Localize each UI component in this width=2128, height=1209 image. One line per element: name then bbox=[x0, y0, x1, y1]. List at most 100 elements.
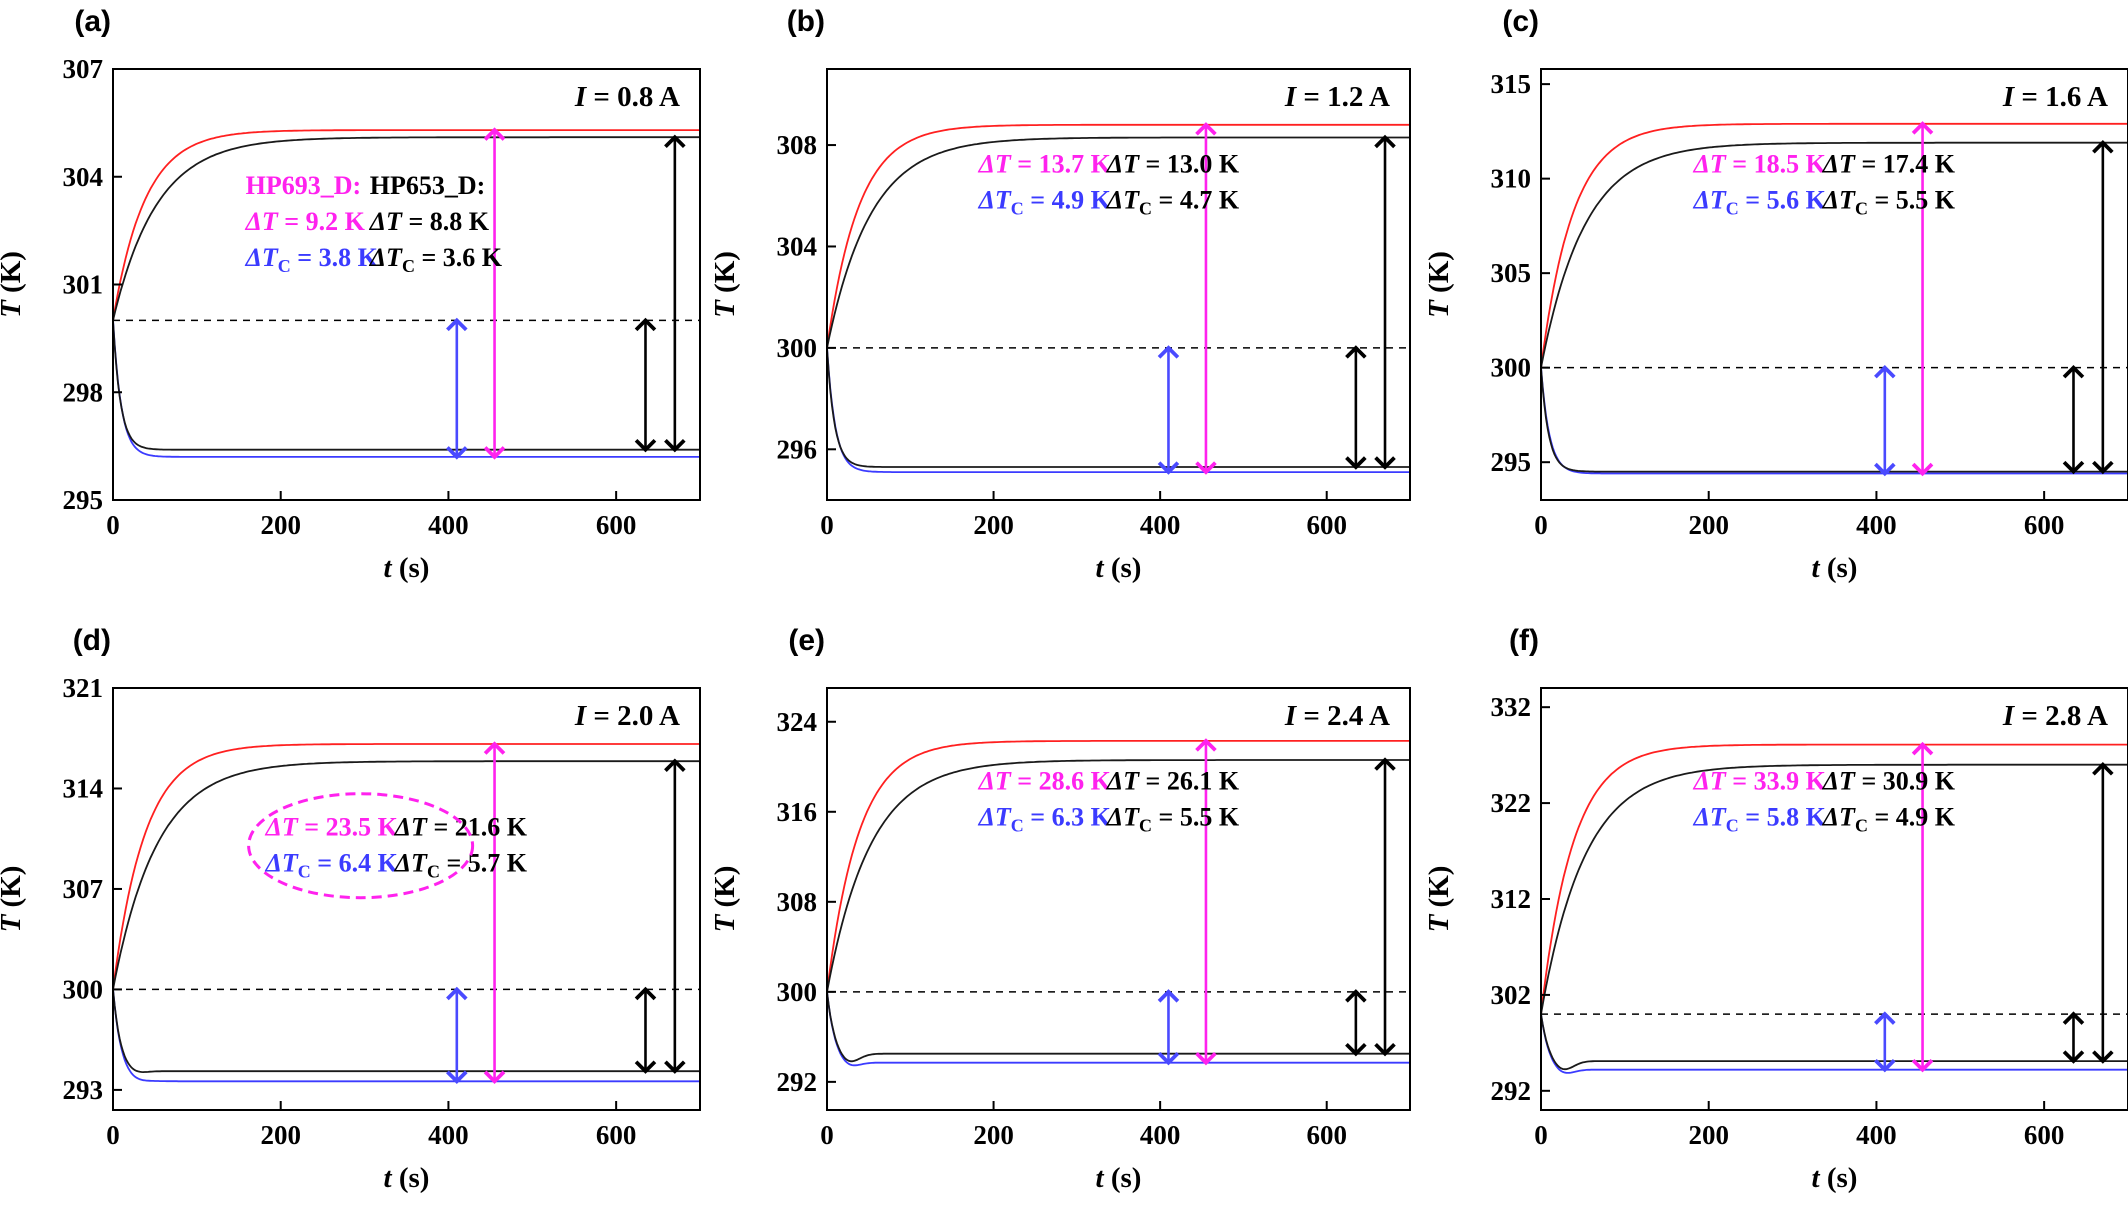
delta-t-value: = 8.8 K bbox=[402, 207, 490, 236]
axes-frame bbox=[1540, 68, 2128, 501]
delta-t-label: ΔT = 33.9 K bbox=[1693, 766, 1827, 795]
x-axis-label-unit: (s) bbox=[392, 552, 430, 584]
delta-t-value: = 28.6 K bbox=[1011, 766, 1112, 795]
current-value: = 1.2 A bbox=[1296, 81, 1390, 113]
curve-hp693-hot bbox=[113, 129, 700, 321]
y-tick-label: 322 bbox=[1491, 788, 1532, 818]
x-tick-label: 0 bbox=[106, 1120, 120, 1150]
delta-t-label: ΔT = 18.5 K bbox=[1693, 149, 1827, 178]
delta-tc-subscript: C bbox=[427, 862, 440, 882]
curve-hp693-cold bbox=[113, 320, 700, 458]
y-axis-label: T (K) bbox=[0, 866, 27, 933]
y-axis-label: T (K) bbox=[1423, 251, 1455, 318]
delta-tc-symbol: ΔT bbox=[265, 849, 299, 878]
delta-t-symbol: ΔT bbox=[369, 207, 403, 236]
delta-tc-label: ΔTC = 4.9 K bbox=[1822, 802, 1956, 835]
y-axis-label-var: T bbox=[709, 299, 741, 318]
plot-area bbox=[113, 129, 700, 458]
y-tick-label: 292 bbox=[1491, 1076, 1532, 1106]
axes-frame bbox=[112, 687, 701, 1111]
x-tick-label: 200 bbox=[1688, 510, 1729, 540]
delta-t-value: = 23.5 K bbox=[298, 813, 399, 842]
delta-tc-subscript: C bbox=[1855, 815, 1868, 835]
curve-hp653-cold bbox=[113, 989, 700, 1074]
y-axis-label-unit: (K) bbox=[1423, 251, 1455, 300]
delta-t-label: ΔT = 8.8 K bbox=[369, 207, 490, 236]
x-axis-label: t (s) bbox=[1096, 1162, 1142, 1194]
x-axis-label-var: t bbox=[1096, 552, 1105, 584]
x-tick-label: 0 bbox=[1534, 510, 1548, 540]
curve-hp693-hot bbox=[113, 743, 700, 990]
delta-tc-symbol: ΔT bbox=[978, 185, 1012, 214]
current-label: I = 2.0 A bbox=[574, 700, 680, 732]
x-tick-label: 600 bbox=[2024, 1120, 2065, 1150]
current-label: I = 0.8 A bbox=[574, 81, 680, 113]
curve-hp693-cold bbox=[827, 347, 1410, 473]
curve-hp653-hot bbox=[113, 760, 700, 990]
curve-hp693-cold bbox=[827, 991, 1410, 1067]
current-symbol: I bbox=[574, 700, 588, 732]
current-value: = 2.0 A bbox=[586, 700, 680, 732]
y-axis-label-var: T bbox=[0, 299, 27, 318]
delta-t-label: ΔT = 9.2 K bbox=[245, 207, 366, 236]
y-tick-label: 315 bbox=[1491, 69, 1532, 99]
x-axis-label-unit: (s) bbox=[1820, 552, 1858, 584]
panel-label: (e) bbox=[788, 624, 825, 657]
plot-area bbox=[1541, 743, 2128, 1074]
current-value: = 2.4 A bbox=[1296, 700, 1390, 732]
current-value: = 0.8 A bbox=[586, 81, 680, 113]
axes-frame bbox=[1540, 687, 2128, 1111]
delta-t-symbol: ΔT bbox=[265, 813, 299, 842]
current-label: I = 1.2 A bbox=[1284, 81, 1390, 113]
x-tick-label: 0 bbox=[1534, 1120, 1548, 1150]
delta-tc-subscript: C bbox=[1011, 815, 1024, 835]
delta-t-symbol: ΔT bbox=[978, 149, 1012, 178]
delta-t-value: = 13.0 K bbox=[1139, 149, 1240, 178]
delta-t-value: = 17.4 K bbox=[1855, 149, 1956, 178]
delta-tc-symbol: ΔT bbox=[369, 243, 403, 272]
y-tick-label: 310 bbox=[1491, 164, 1532, 194]
delta-tc-label: ΔTC = 5.5 K bbox=[1106, 802, 1240, 835]
y-axis-label-unit: (K) bbox=[0, 866, 27, 915]
y-tick-label: 308 bbox=[777, 130, 818, 160]
delta-t-label: ΔT = 13.7 K bbox=[978, 149, 1112, 178]
x-axis-label-unit: (s) bbox=[1104, 552, 1142, 584]
x-tick-label: 0 bbox=[820, 1120, 834, 1150]
y-axis-label-unit: (K) bbox=[709, 251, 741, 300]
axes-frame bbox=[826, 687, 1411, 1111]
current-value: = 1.6 A bbox=[2014, 81, 2108, 113]
delta-t-value: = 9.2 K bbox=[278, 207, 366, 236]
x-tick-label: 0 bbox=[820, 510, 834, 540]
y-tick-label: 302 bbox=[1491, 980, 1532, 1010]
x-tick-label: 600 bbox=[596, 1120, 637, 1150]
y-axis-label-unit: (K) bbox=[709, 866, 741, 915]
y-axis-label-var: T bbox=[709, 913, 741, 932]
delta-t-symbol: ΔT bbox=[1822, 766, 1856, 795]
y-tick-label: 293 bbox=[63, 1075, 104, 1105]
x-tick-label: 400 bbox=[428, 510, 469, 540]
delta-tc-value: = 5.8 K bbox=[1739, 802, 1827, 831]
y-tick-label: 300 bbox=[777, 977, 818, 1007]
y-tick-label: 332 bbox=[1491, 692, 1532, 722]
delta-tc-value: = 5.6 K bbox=[1739, 185, 1827, 214]
delta-t-value: = 13.7 K bbox=[1011, 149, 1112, 178]
delta-t-label: ΔT = 13.0 K bbox=[1106, 149, 1240, 178]
y-axis-label-var: T bbox=[1423, 913, 1455, 932]
current-label: I = 2.4 A bbox=[1284, 700, 1390, 732]
y-tick-label: 307 bbox=[63, 874, 104, 904]
current-symbol: I bbox=[2002, 700, 2016, 732]
delta-tc-value: = 5.5 K bbox=[1152, 802, 1240, 831]
x-axis-label: t (s) bbox=[384, 552, 430, 584]
x-tick-label: 600 bbox=[596, 510, 637, 540]
x-axis-label-unit: (s) bbox=[392, 1162, 430, 1194]
delta-tc-symbol: ΔT bbox=[978, 802, 1012, 831]
panel-e: (e) 0 200 400 600 292 300 308 316 324 t (s) T (K) I … bbox=[709, 624, 1411, 1194]
curve-hp653-cold bbox=[1541, 367, 2128, 473]
delta-t-label: ΔT = 30.9 K bbox=[1822, 766, 1956, 795]
series-name-label: HP653_D: bbox=[370, 171, 486, 200]
axes-frame bbox=[826, 68, 1411, 501]
x-tick-label: 200 bbox=[973, 1120, 1014, 1150]
y-tick-label: 300 bbox=[1491, 353, 1532, 383]
delta-tc-label: ΔTC = 3.6 K bbox=[369, 243, 503, 276]
